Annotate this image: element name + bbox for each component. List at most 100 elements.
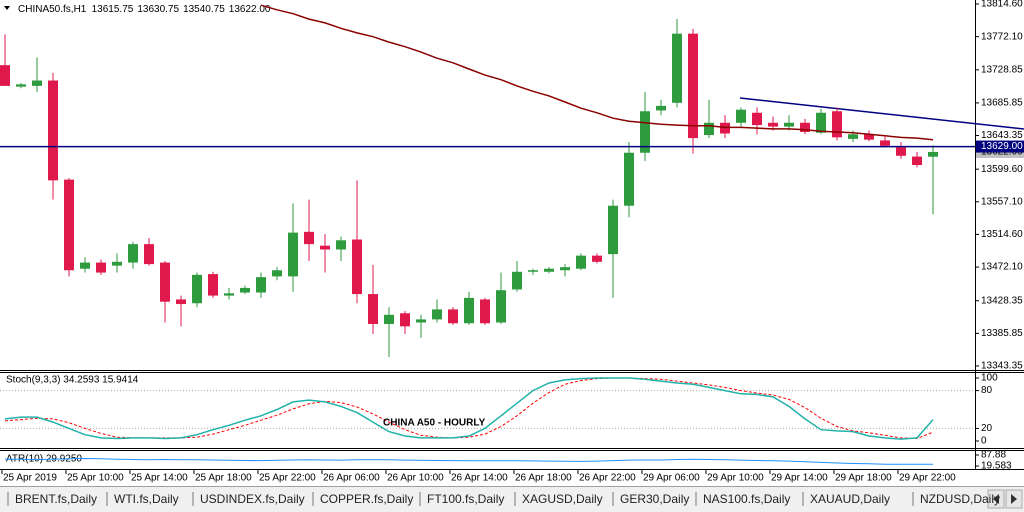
x-tick-label: 26 Apr 06:00 (323, 473, 380, 484)
candle-body (464, 297, 474, 324)
y-tick-label: 87.88 (981, 450, 1006, 461)
candle-body (192, 274, 202, 304)
open: 13615.75 (92, 4, 134, 15)
candle-body (784, 122, 794, 127)
candle-body (496, 290, 506, 323)
candle-body (448, 309, 458, 324)
x-tick-label: 29 Apr 22:00 (899, 473, 956, 484)
candle-body (896, 147, 906, 156)
candle-body (336, 240, 346, 250)
y-tick-label: 13772.10 (981, 31, 1023, 42)
tab[interactable]: COPPER.fs,Daily (320, 492, 413, 506)
header-arrow[interactable] (4, 6, 10, 10)
candle-body (80, 262, 90, 269)
candle-body (512, 271, 522, 290)
candle-body (320, 245, 330, 250)
y-tick-label: 13557.10 (981, 196, 1023, 207)
y-tick-label: 20 (981, 423, 993, 434)
x-tick-label: 26 Apr 18:00 (515, 473, 572, 484)
trend-line (739, 97, 1024, 130)
candle-body (816, 112, 826, 133)
arrow-icon (1011, 494, 1017, 504)
candle-body (32, 80, 42, 86)
y-tick-label: 13643.35 (981, 130, 1023, 141)
candle-body (848, 134, 858, 139)
tab-bar (0, 486, 1024, 512)
x-tick-label: 26 Apr 14:00 (451, 473, 508, 484)
arrow-icon (993, 494, 999, 504)
x-tick-label: 29 Apr 06:00 (643, 473, 700, 484)
candle-body (576, 255, 586, 269)
candle-body (176, 299, 186, 305)
y-tick-label: 13514.60 (981, 229, 1023, 240)
high: 13630.75 (137, 4, 179, 15)
low: 13540.75 (183, 4, 225, 15)
candle-body (160, 262, 170, 302)
candle-body (608, 205, 618, 255)
candle-body (288, 232, 298, 277)
x-tick-label: 25 Apr 10:00 (67, 473, 124, 484)
current-price-box (976, 140, 1024, 153)
y-tick-label: 13814.60 (981, 0, 1023, 10)
tab[interactable]: WTI.fs,Daily (114, 492, 179, 506)
candle-body (16, 84, 26, 87)
candle-body (672, 33, 682, 103)
candle-body (432, 309, 442, 320)
candle-body (640, 111, 650, 153)
y-tick-label: 19.583 (981, 461, 1012, 472)
candle-body (928, 151, 938, 157)
tab[interactable]: NAS100.fs,Daily (703, 492, 790, 506)
y-tick-label: 13599.60 (981, 164, 1023, 175)
x-tick-label: 26 Apr 22:00 (579, 473, 636, 484)
overlay-title: CHINA A50 - HOURLY (383, 418, 486, 429)
candle-body (352, 239, 362, 295)
tab[interactable]: XAGUSD,Daily (522, 492, 603, 506)
tab[interactable]: NZDUSD,Daily (920, 492, 1000, 506)
candle-body (368, 294, 378, 325)
candle-body (544, 268, 554, 272)
symbol: CHINA50.fs,H1 (18, 4, 87, 15)
candle-body (592, 255, 602, 262)
candle-body (0, 65, 10, 86)
y-tick-label: 0 (981, 436, 987, 447)
candle-body (240, 287, 250, 293)
candle-body (384, 314, 394, 325)
x-tick-label: 25 Apr 14:00 (131, 473, 188, 484)
tab[interactable]: USDINDEX.fs,Daily (200, 492, 305, 506)
x-tick-label: 25 Apr 2019 (3, 473, 57, 484)
candle-body (560, 267, 570, 271)
candle-body (704, 122, 714, 136)
x-tick-label: 25 Apr 22:00 (259, 473, 316, 484)
candle-body (144, 244, 154, 265)
y-tick-label: 13428.35 (981, 295, 1023, 306)
y-tick-label: 13385.85 (981, 328, 1023, 339)
chart-header: CHINA50.fs,H1 13615.75 13630.75 13540.75 136… (18, 4, 271, 15)
candle-body (48, 80, 58, 181)
candle-body (880, 140, 890, 146)
y-tick-label: 13472.10 (981, 262, 1023, 273)
tab[interactable]: BRENT.fs,Daily (15, 492, 97, 506)
candle-body (224, 293, 234, 296)
candle-body (208, 274, 218, 296)
candle-body (96, 262, 106, 273)
candle-body (656, 105, 666, 111)
candle-body (752, 112, 762, 126)
tab[interactable]: GER30,Daily (620, 492, 689, 506)
tab[interactable]: XAUAUD,Daily (810, 492, 890, 506)
candle-body (688, 33, 698, 139)
y-tick-label: 13728.85 (981, 65, 1023, 76)
y-tick-label: 100 (981, 373, 998, 384)
candle-body (112, 261, 122, 266)
x-tick-label: 29 Apr 10:00 (707, 473, 764, 484)
candle-body (768, 122, 778, 127)
candle-body (272, 270, 282, 277)
candle-body (832, 111, 842, 138)
candle-body (736, 109, 746, 123)
atr-line (4, 457, 933, 465)
candle-body (64, 179, 74, 271)
candle-body (400, 313, 410, 327)
tab[interactable]: FT100.fs,Daily (427, 492, 504, 506)
